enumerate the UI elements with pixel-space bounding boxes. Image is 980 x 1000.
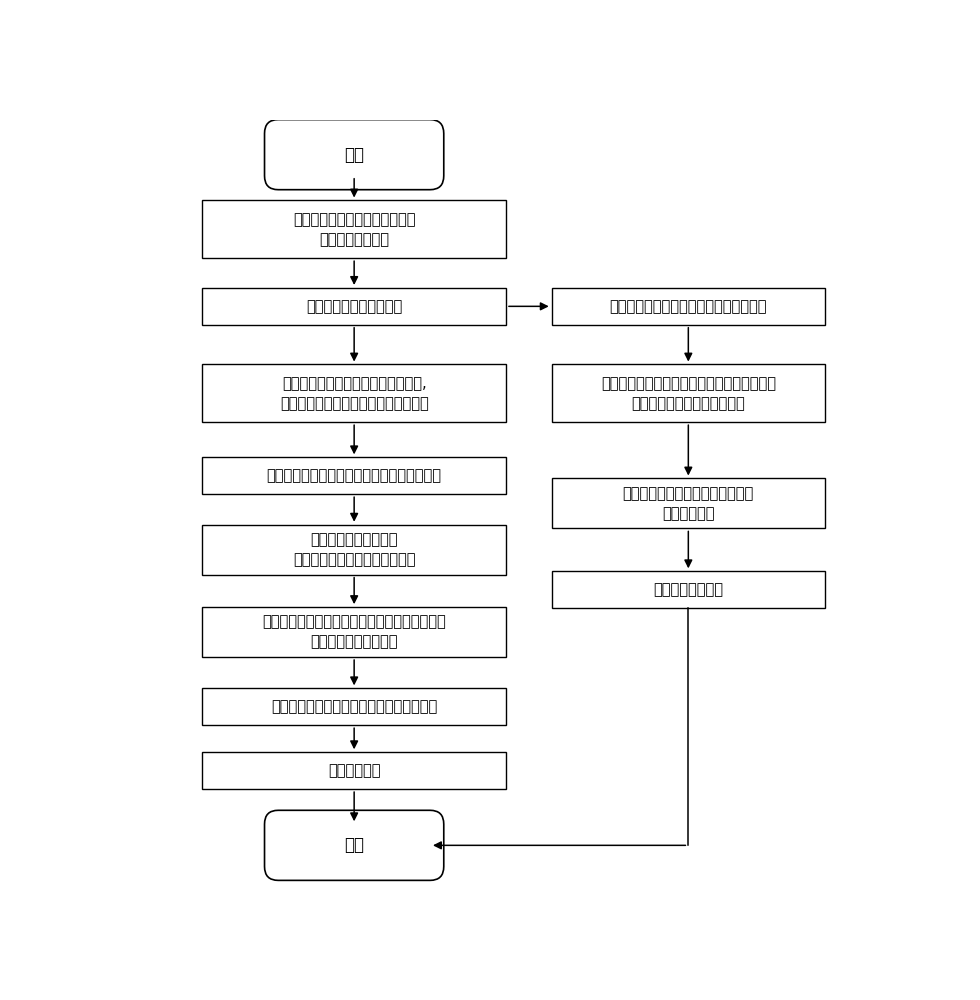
- FancyBboxPatch shape: [552, 571, 825, 608]
- FancyBboxPatch shape: [202, 457, 506, 494]
- Text: 结束: 结束: [344, 836, 365, 854]
- FancyBboxPatch shape: [202, 752, 506, 789]
- FancyBboxPatch shape: [552, 478, 825, 528]
- Text: 判断所获得的各频段的能量比例之间的大小: 判断所获得的各频段的能量比例之间的大小: [271, 699, 437, 714]
- Text: 确定轴承损害程度: 确定轴承损害程度: [654, 582, 723, 597]
- FancyBboxPatch shape: [202, 688, 506, 725]
- FancyBboxPatch shape: [202, 525, 506, 575]
- FancyBboxPatch shape: [202, 288, 506, 325]
- Text: 根据轴承健康指数计分算法对振动参数进行计
算处理得到轴承健康指数分值: 根据轴承健康指数计分算法对振动参数进行计 算处理得到轴承健康指数分值: [601, 376, 776, 411]
- Text: 开始: 开始: [344, 146, 365, 164]
- FancyBboxPatch shape: [265, 810, 444, 880]
- FancyBboxPatch shape: [202, 200, 506, 258]
- Text: 确定故障部位: 确定故障部位: [328, 763, 380, 778]
- Text: 对各个频段中的频率点的幅值求和以及换算处理
获得各频段的能量比例: 对各个频段中的频率点的幅值求和以及换算处理 获得各频段的能量比例: [263, 615, 446, 649]
- Text: 根据轴承健康指数分值所处范围，
确定轴承状态: 根据轴承健康指数分值所处范围， 确定轴承状态: [622, 486, 754, 521]
- FancyBboxPatch shape: [202, 607, 506, 657]
- FancyBboxPatch shape: [202, 364, 506, 422]
- FancyBboxPatch shape: [552, 288, 825, 325]
- Text: 根据各频率点的幅值分布情况估算轴承的转速: 根据各频率点的幅值分布情况估算轴承的转速: [267, 468, 442, 483]
- Text: 获取若干组振动时域信号: 获取若干组振动时域信号: [306, 299, 402, 314]
- Text: 根据振动时域信号的特征提取出振动参数: 根据振动时域信号的特征提取出振动参数: [610, 299, 767, 314]
- FancyBboxPatch shape: [552, 364, 825, 422]
- FancyBboxPatch shape: [265, 120, 444, 190]
- Text: 对各组振动时域信号进行傅里叶变换,
获得若干组振动频谱中各频率点的幅值: 对各组振动时域信号进行傅里叶变换, 获得若干组振动频谱中各频率点的幅值: [279, 376, 428, 411]
- Text: 振动传感器通过若干组预设频率
采集振动模拟信号: 振动传感器通过若干组预设频率 采集振动模拟信号: [293, 212, 416, 247]
- Text: 根据轴承部件特征频率
将振动加速度频谱分成若干频段: 根据轴承部件特征频率 将振动加速度频谱分成若干频段: [293, 532, 416, 567]
